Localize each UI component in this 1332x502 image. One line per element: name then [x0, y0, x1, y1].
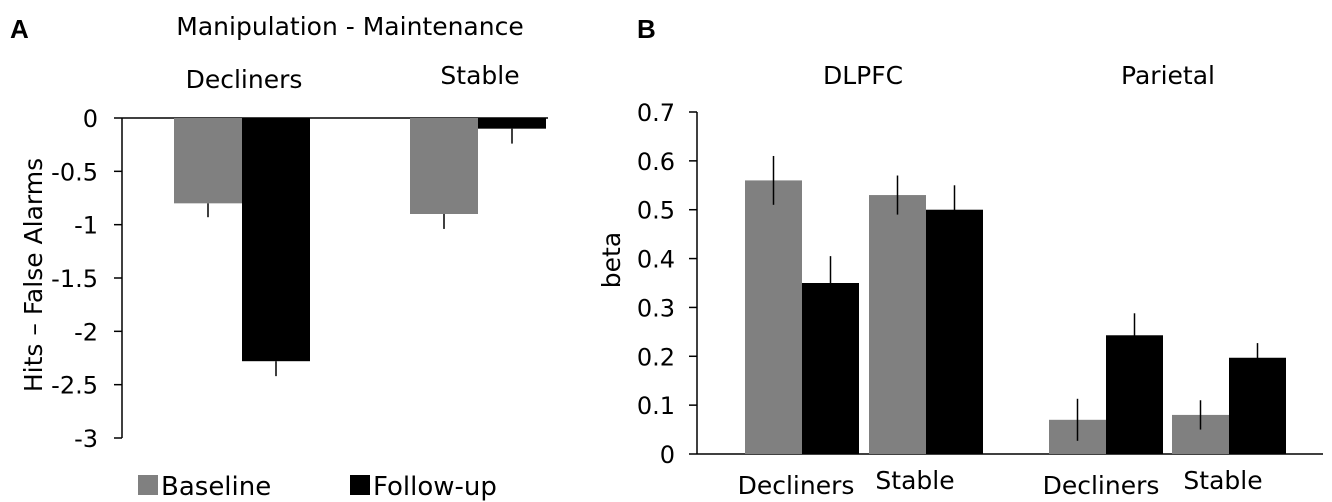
panel-a-y-ticks: 0 -0.5 -1 -1.5 -2 -2.5 -3 — [51, 105, 122, 453]
panel-a-tick-label: -0.5 — [51, 158, 98, 186]
panel-b-category-stable: Stable — [875, 466, 954, 495]
bar-baseline-dlpfc-stable — [869, 195, 926, 455]
panel-b-x-categories: Decliners Stable Decliners Stable — [738, 466, 1263, 500]
panel-a-title: Manipulation - Maintenance — [176, 12, 523, 41]
panel-a-tick-label: -2.5 — [51, 372, 98, 400]
panel-b-tick-label: 0.5 — [637, 197, 675, 225]
panel-a-bars — [174, 118, 546, 377]
panel-b-bars — [745, 155, 1286, 455]
bar-follow-up-decliners — [242, 118, 310, 362]
panel-a-category-decliners: Decliners — [186, 65, 303, 94]
legend-label-baseline: Baseline — [161, 472, 271, 502]
panel-b-y-axis-label: beta — [597, 232, 626, 288]
panel-a-tick-label: -3 — [74, 425, 98, 453]
legend-swatch-baseline — [138, 475, 158, 495]
panel-a-chart: Manipulation - Maintenance Decliners Sta… — [19, 12, 548, 502]
panel-b-tick-label: 0.2 — [637, 343, 675, 371]
bar-follow-up-dlpfc-stable — [926, 209, 983, 454]
panel-a-tick-label: 0 — [83, 105, 98, 133]
panel-b-tick-label: 0.1 — [637, 392, 675, 420]
legend-swatch-followup — [350, 475, 370, 495]
panel-b-tick-label: 0.7 — [637, 99, 675, 127]
panel-b-category-decliners: Decliners — [1043, 471, 1160, 500]
bar-baseline-dlpfc-decliners — [745, 180, 802, 454]
bar-follow-up-parietal-stable — [1229, 357, 1286, 454]
panel-a-tick-label: -2 — [74, 318, 98, 346]
panel-b-letter: B — [637, 14, 656, 44]
legend-label-followup: Follow-up — [373, 472, 497, 502]
panel-b-group-dlpfc: DLPFC — [823, 61, 903, 90]
panel-a-letter: A — [10, 14, 29, 44]
panel-b-category-decliners: Decliners — [738, 471, 855, 500]
bar-baseline-stable — [410, 118, 478, 214]
panel-a-category-stable: Stable — [440, 61, 519, 90]
panel-a-tick-label: -1 — [74, 212, 98, 240]
panel-b-category-stable: Stable — [1183, 466, 1262, 495]
bar-baseline-decliners — [174, 118, 242, 204]
panel-b-group-parietal: Parietal — [1121, 61, 1215, 90]
panel-b-chart: DLPFC Parietal beta 00.10.20.30.40.50.60… — [597, 61, 1323, 500]
panel-b-y-ticks: 0 0.1 0.2 0.3 0.4 0.5 0.6 0.7 — [637, 99, 697, 469]
panel-a-y-axis-label: Hits – False Alarms — [19, 158, 48, 392]
panel-a-tick-label: -1.5 — [51, 265, 98, 293]
panel-b-tick-label: 0.4 — [637, 246, 675, 274]
panel-b-tick-label: 0.6 — [637, 148, 675, 176]
panel-b-tick-label: 0 — [660, 441, 675, 469]
bar-follow-up-stable — [478, 118, 546, 129]
bar-follow-up-dlpfc-decliners — [802, 283, 859, 454]
panel-b-tick-label: 0.3 — [637, 294, 675, 322]
